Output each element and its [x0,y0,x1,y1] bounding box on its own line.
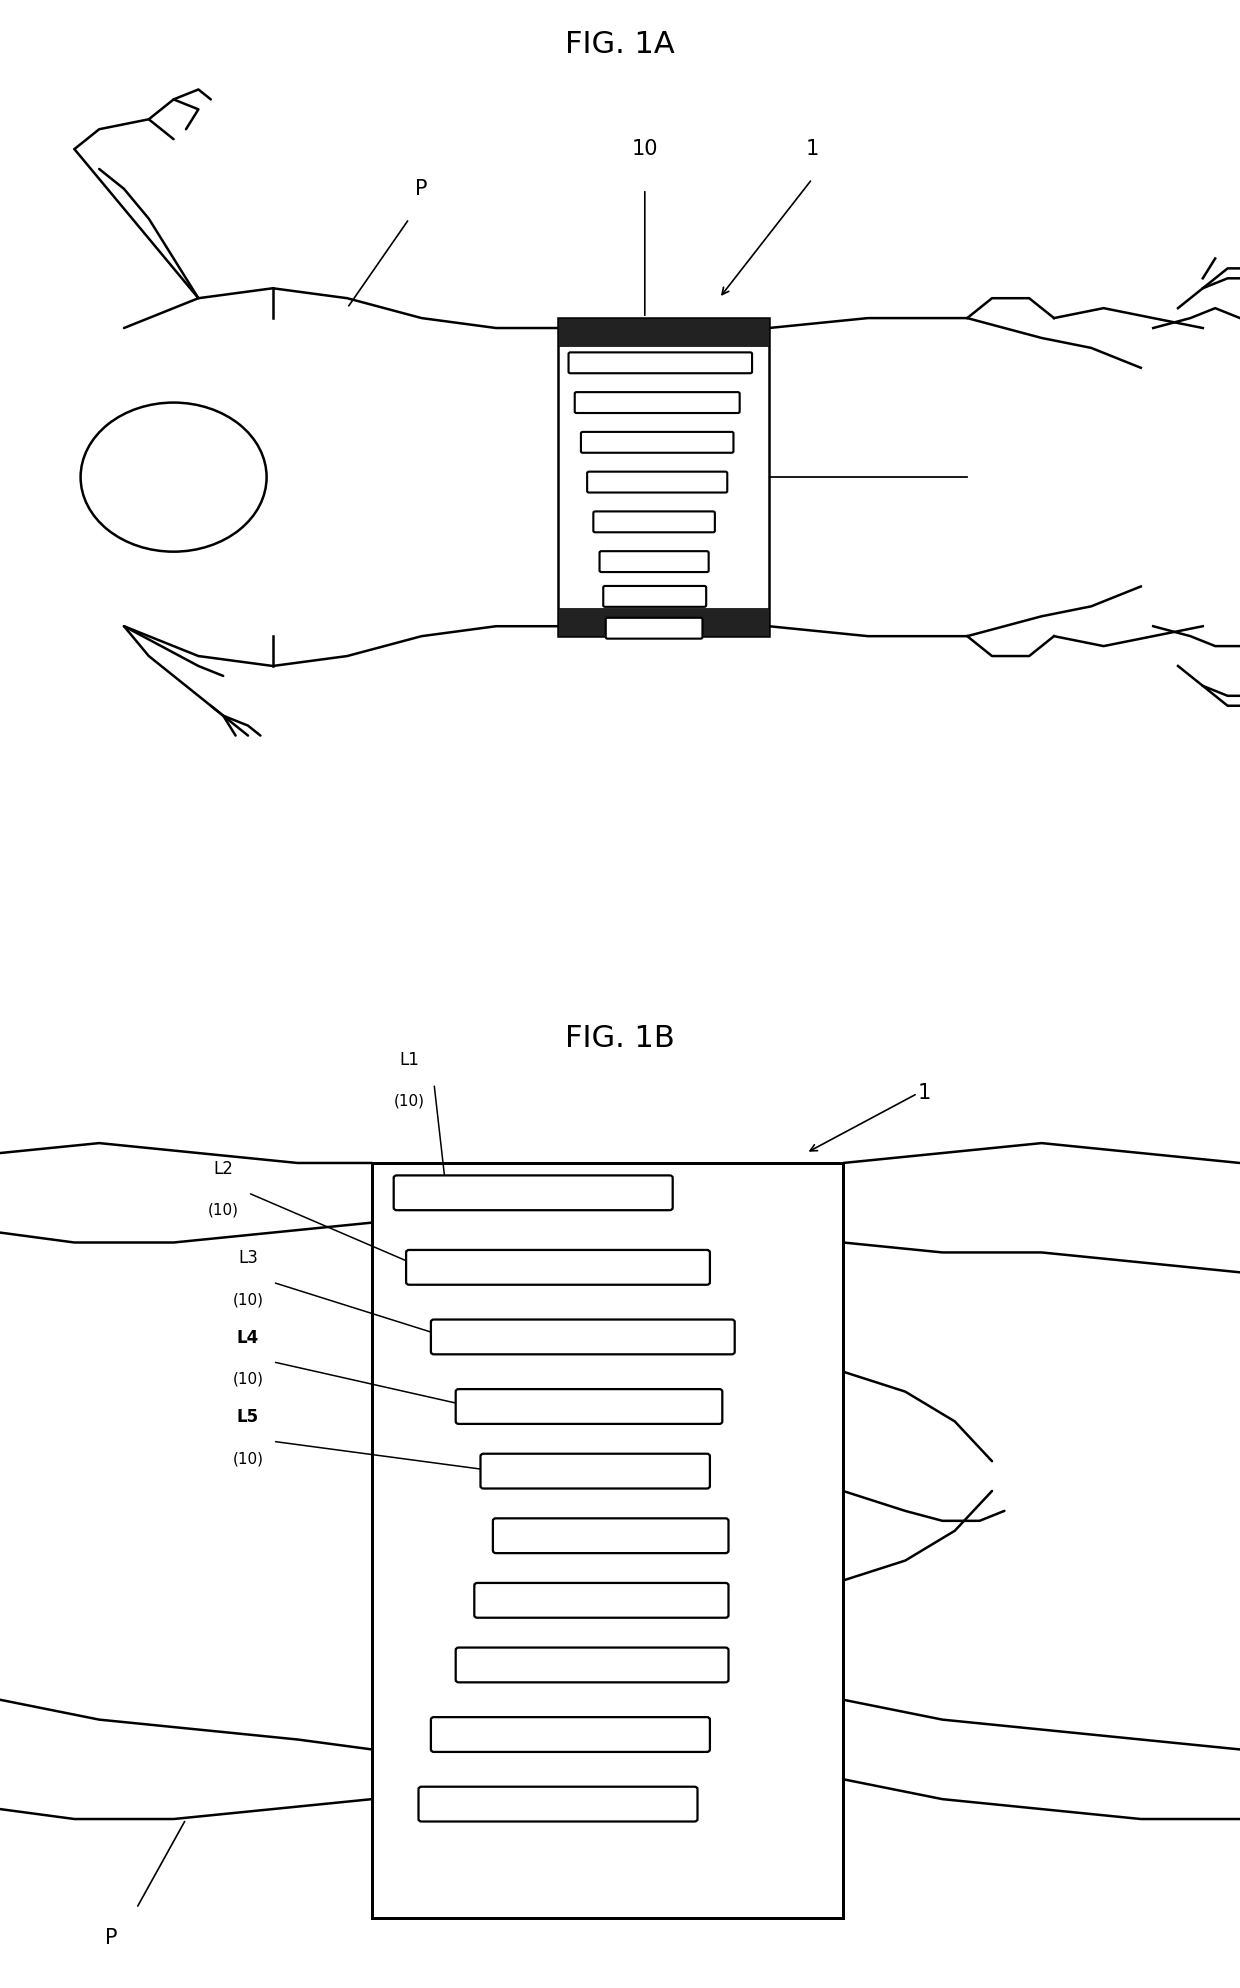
FancyBboxPatch shape [600,551,709,573]
Text: (10): (10) [394,1093,424,1109]
FancyBboxPatch shape [580,431,734,453]
FancyBboxPatch shape [456,1390,722,1423]
Text: P: P [415,179,428,199]
FancyBboxPatch shape [432,1718,709,1751]
FancyBboxPatch shape [407,1250,709,1284]
FancyBboxPatch shape [575,392,739,414]
Text: L3: L3 [238,1248,258,1268]
Text: L4: L4 [237,1328,259,1348]
Text: 1: 1 [806,139,820,159]
Text: P: P [105,1928,118,1948]
Bar [372,1163,843,1918]
FancyBboxPatch shape [419,1787,697,1821]
FancyBboxPatch shape [494,1519,729,1553]
FancyBboxPatch shape [432,1320,734,1354]
Text: L1: L1 [399,1050,419,1070]
Bar [558,608,769,636]
FancyBboxPatch shape [569,352,751,374]
FancyBboxPatch shape [603,586,707,606]
Text: (10): (10) [233,1292,263,1308]
Bar [558,318,769,636]
Text: 1: 1 [918,1083,931,1103]
Text: L2: L2 [213,1159,233,1177]
FancyBboxPatch shape [481,1453,709,1489]
FancyBboxPatch shape [456,1648,729,1682]
FancyBboxPatch shape [588,471,728,493]
FancyBboxPatch shape [605,618,702,638]
Text: (10): (10) [233,1372,263,1388]
FancyBboxPatch shape [394,1175,672,1211]
FancyBboxPatch shape [594,511,715,533]
Bar [558,318,769,346]
Text: FIG. 1B: FIG. 1B [565,1024,675,1054]
FancyBboxPatch shape [474,1582,729,1618]
Text: L5: L5 [237,1408,259,1427]
Text: (10): (10) [233,1451,263,1467]
Text: (10): (10) [208,1203,238,1219]
Text: FIG. 1A: FIG. 1A [565,30,675,60]
Text: 10: 10 [631,139,658,159]
